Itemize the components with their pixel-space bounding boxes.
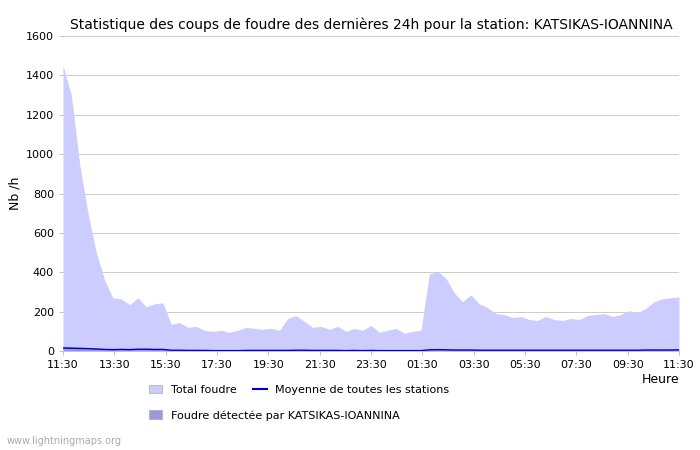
Y-axis label: Nb /h: Nb /h	[8, 177, 22, 210]
Text: Heure: Heure	[641, 373, 679, 386]
Text: www.lightningmaps.org: www.lightningmaps.org	[7, 436, 122, 446]
Title: Statistique des coups de foudre des dernières 24h pour la station: KATSIKAS-IOAN: Statistique des coups de foudre des dern…	[70, 18, 672, 32]
Legend: Foudre détectée par KATSIKAS-IOANNINA: Foudre détectée par KATSIKAS-IOANNINA	[148, 410, 400, 421]
